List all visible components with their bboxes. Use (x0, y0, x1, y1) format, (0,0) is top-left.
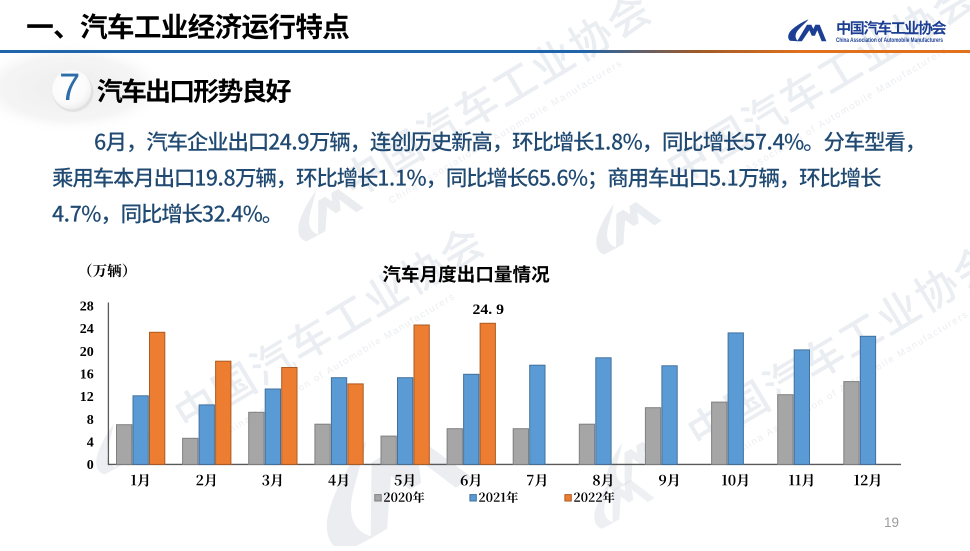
svg-text:China Association of Automobil: China Association of Automobile Manufact… (836, 37, 943, 44)
svg-text:7: 7 (59, 67, 80, 109)
svg-text:24: 24 (80, 322, 94, 337)
svg-text:28: 28 (80, 300, 94, 315)
svg-text:8: 8 (87, 413, 94, 428)
svg-text:4: 4 (87, 436, 94, 451)
svg-text:20: 20 (80, 345, 94, 360)
svg-text:12: 12 (80, 390, 94, 405)
svg-text:16: 16 (80, 368, 94, 383)
svg-text:19: 19 (884, 515, 899, 530)
svg-text:24. 9: 24. 9 (473, 302, 505, 318)
svg-text:0: 0 (87, 458, 94, 473)
